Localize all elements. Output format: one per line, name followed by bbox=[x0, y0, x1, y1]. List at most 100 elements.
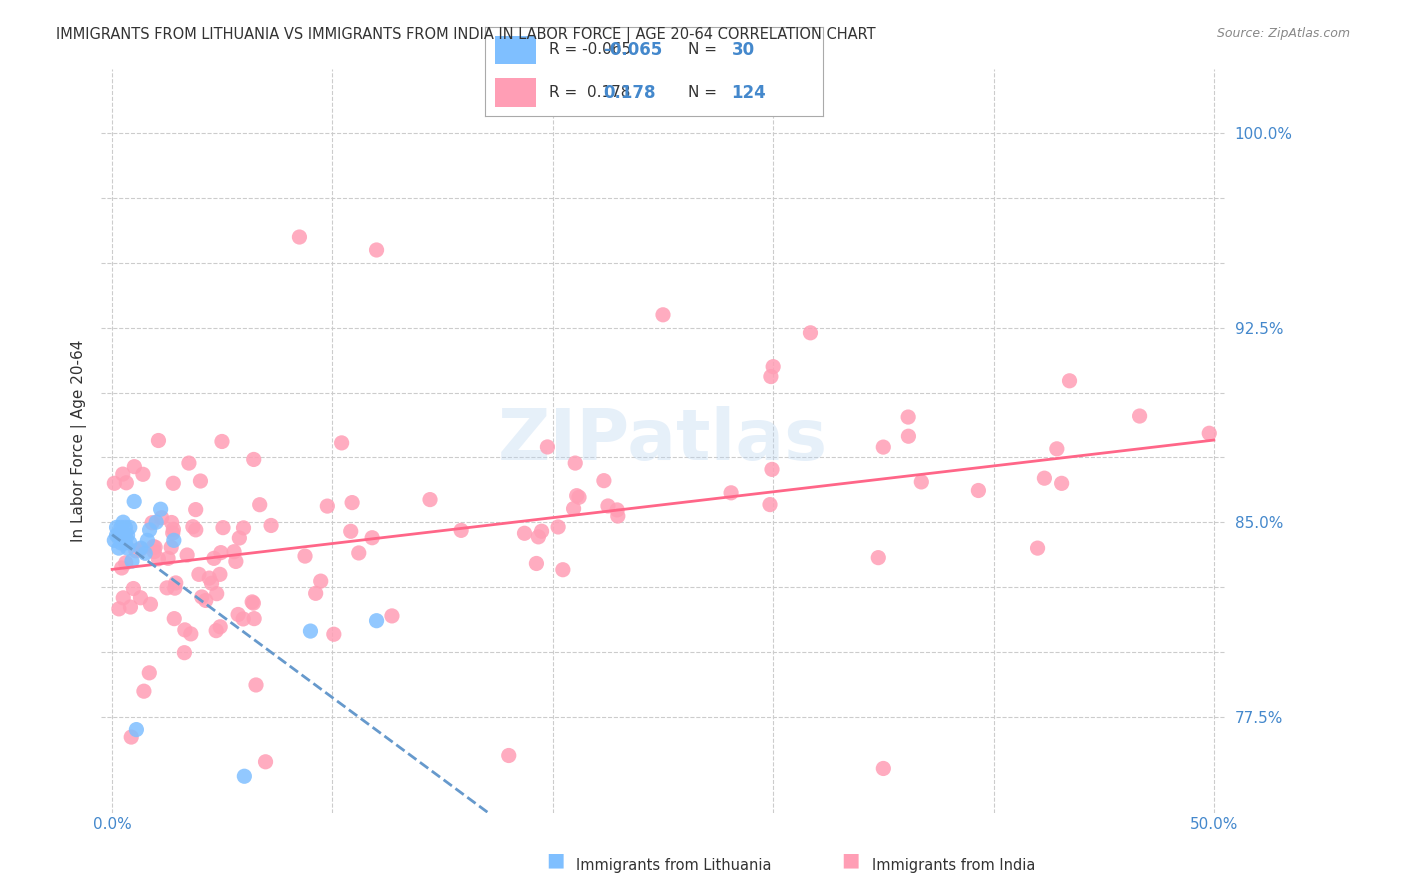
Immigrants from India bbox=[1050, 476, 1073, 491]
Immigrants from India bbox=[897, 429, 920, 443]
Immigrants from India bbox=[330, 436, 353, 450]
Immigrants from India bbox=[565, 489, 588, 503]
Immigrants from Lithuania bbox=[112, 533, 135, 548]
Immigrants from India bbox=[160, 541, 183, 555]
Immigrants from India bbox=[173, 646, 195, 660]
Immigrants from India bbox=[142, 540, 165, 554]
Text: R =  0.178: R = 0.178 bbox=[550, 86, 630, 100]
Text: Immigrants from India: Immigrants from India bbox=[872, 858, 1035, 872]
Immigrants from India bbox=[596, 499, 619, 513]
Immigrants from India bbox=[181, 520, 204, 534]
Immigrants from Lithuania bbox=[110, 536, 132, 550]
Immigrants from Lithuania bbox=[138, 523, 160, 537]
Immigrants from Lithuania bbox=[366, 614, 388, 628]
Immigrants from Lithuania bbox=[125, 723, 148, 737]
Immigrants from India bbox=[527, 530, 550, 544]
Immigrants from Lithuania bbox=[299, 624, 322, 638]
Immigrants from India bbox=[163, 581, 186, 595]
Text: ZIPatlas: ZIPatlas bbox=[498, 406, 828, 475]
Immigrants from Lithuania bbox=[245, 826, 267, 840]
Immigrants from India bbox=[112, 591, 135, 605]
Immigrants from India bbox=[366, 243, 388, 257]
Text: R = -0.065: R = -0.065 bbox=[550, 43, 631, 57]
Immigrants from India bbox=[759, 498, 782, 512]
Immigrants from India bbox=[184, 523, 207, 537]
Immigrants from Lithuania bbox=[114, 536, 136, 550]
Immigrants from India bbox=[761, 462, 783, 476]
Immigrants from India bbox=[526, 557, 548, 571]
Immigrants from India bbox=[148, 434, 170, 448]
Immigrants from India bbox=[419, 492, 441, 507]
Immigrants from India bbox=[547, 520, 569, 534]
Immigrants from India bbox=[1033, 471, 1056, 485]
Immigrants from India bbox=[226, 607, 249, 622]
Immigrants from India bbox=[228, 531, 250, 545]
Immigrants from India bbox=[198, 571, 221, 585]
Immigrants from India bbox=[872, 762, 894, 776]
Immigrants from India bbox=[339, 524, 361, 539]
Immigrants from India bbox=[1026, 541, 1049, 555]
Immigrants from India bbox=[551, 563, 574, 577]
Immigrants from Lithuania bbox=[122, 494, 145, 508]
Immigrants from India bbox=[450, 524, 472, 538]
Text: -0.065: -0.065 bbox=[603, 41, 662, 59]
Immigrants from Lithuania bbox=[129, 541, 152, 555]
Immigrants from Lithuania bbox=[107, 528, 129, 542]
Immigrants from India bbox=[586, 852, 609, 866]
Immigrants from India bbox=[141, 516, 163, 530]
Immigrants from India bbox=[305, 586, 328, 600]
Immigrants from India bbox=[222, 544, 245, 558]
Immigrants from Lithuania bbox=[163, 533, 186, 548]
Immigrants from India bbox=[103, 476, 125, 491]
Immigrants from India bbox=[132, 684, 155, 698]
Immigrants from India bbox=[160, 516, 183, 530]
Text: 0.178: 0.178 bbox=[603, 84, 655, 102]
Immigrants from India bbox=[173, 623, 195, 637]
Immigrants from India bbox=[180, 627, 202, 641]
Immigrants from India bbox=[568, 490, 591, 504]
Immigrants from India bbox=[1198, 426, 1220, 441]
Immigrants from India bbox=[143, 540, 166, 554]
Immigrants from India bbox=[562, 501, 585, 516]
Immigrants from India bbox=[200, 576, 222, 591]
Immigrants from India bbox=[759, 369, 782, 384]
Immigrants from Lithuania bbox=[103, 533, 125, 548]
Immigrants from India bbox=[593, 474, 616, 488]
Immigrants from India bbox=[115, 475, 138, 490]
Immigrants from India bbox=[190, 474, 212, 488]
Immigrants from India bbox=[165, 576, 187, 591]
Immigrants from India bbox=[322, 627, 344, 641]
Immigrants from India bbox=[799, 326, 821, 340]
Immigrants from Lithuania bbox=[107, 541, 129, 555]
Immigrants from India bbox=[138, 665, 160, 680]
Immigrants from India bbox=[347, 546, 370, 560]
Immigrants from India bbox=[157, 551, 180, 566]
Immigrants from India bbox=[148, 551, 170, 566]
Immigrants from India bbox=[209, 620, 232, 634]
Y-axis label: In Labor Force | Age 20-64: In Labor Force | Age 20-64 bbox=[72, 339, 87, 541]
Immigrants from India bbox=[108, 602, 131, 616]
Immigrants from India bbox=[249, 498, 271, 512]
Immigrants from Lithuania bbox=[136, 533, 159, 548]
Text: 124: 124 bbox=[731, 84, 766, 102]
Immigrants from India bbox=[381, 608, 404, 623]
Immigrants from India bbox=[211, 434, 233, 449]
Immigrants from India bbox=[513, 526, 536, 541]
Immigrants from India bbox=[125, 543, 148, 558]
Immigrants from India bbox=[120, 600, 142, 615]
Immigrants from India bbox=[288, 230, 311, 244]
Immigrants from India bbox=[111, 467, 134, 481]
Immigrants from India bbox=[177, 456, 200, 470]
Immigrants from India bbox=[120, 730, 142, 744]
Immigrants from Lithuania bbox=[145, 515, 167, 529]
Immigrants from Lithuania bbox=[105, 528, 128, 542]
Immigrants from India bbox=[176, 548, 198, 562]
Immigrants from Lithuania bbox=[118, 536, 141, 550]
Immigrants from India bbox=[897, 410, 920, 425]
Immigrants from India bbox=[316, 499, 339, 513]
Immigrants from Lithuania bbox=[149, 502, 172, 516]
Immigrants from India bbox=[232, 521, 254, 535]
Immigrants from India bbox=[191, 590, 214, 604]
Immigrants from India bbox=[652, 308, 675, 322]
Immigrants from India bbox=[309, 574, 332, 588]
